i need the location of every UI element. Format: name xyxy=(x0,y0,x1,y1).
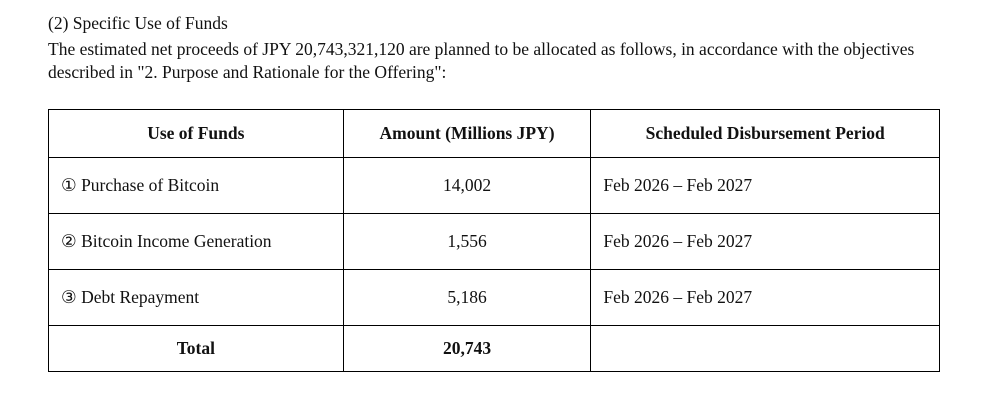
header-use-of-funds: Use of Funds xyxy=(48,108,344,158)
row3-period: Feb 2026 – Feb 2027 xyxy=(590,268,940,326)
document-body: (2) Specific Use of Funds The estimated … xyxy=(48,13,940,372)
header-amount: Amount (Millions JPY) xyxy=(342,108,592,158)
table-total-row: Total 20,743 xyxy=(48,324,940,372)
total-period xyxy=(590,324,940,372)
section-heading: (2) Specific Use of Funds xyxy=(48,13,228,33)
row1-amount: 14,002 xyxy=(342,156,592,214)
table-row: ① Purchase of Bitcoin 14,002 Feb 2026 – … xyxy=(48,156,940,214)
row2-period: Feb 2026 – Feb 2027 xyxy=(590,212,940,270)
use-of-funds-table: Use of Funds Amount (Millions JPY) Sched… xyxy=(48,108,940,372)
row1-period: Feb 2026 – Feb 2027 xyxy=(590,156,940,214)
total-amount: 20,743 xyxy=(342,324,592,372)
intro-paragraph: The estimated net proceeds of JPY 20,743… xyxy=(48,38,915,83)
row1-use: ① Purchase of Bitcoin xyxy=(48,156,344,214)
table-row: ③ Debt Repayment 5,186 Feb 2026 – Feb 20… xyxy=(48,268,940,326)
header-period: Scheduled Disbursement Period xyxy=(590,108,940,158)
row2-use: ② Bitcoin Income Generation xyxy=(48,212,344,270)
row2-amount: 1,556 xyxy=(342,212,592,270)
table-header-row: Use of Funds Amount (Millions JPY) Sched… xyxy=(48,108,940,158)
row3-amount: 5,186 xyxy=(342,268,592,326)
total-label: Total xyxy=(48,324,344,372)
table-row: ② Bitcoin Income Generation 1,556 Feb 20… xyxy=(48,212,940,270)
row3-use: ③ Debt Repayment xyxy=(48,268,344,326)
